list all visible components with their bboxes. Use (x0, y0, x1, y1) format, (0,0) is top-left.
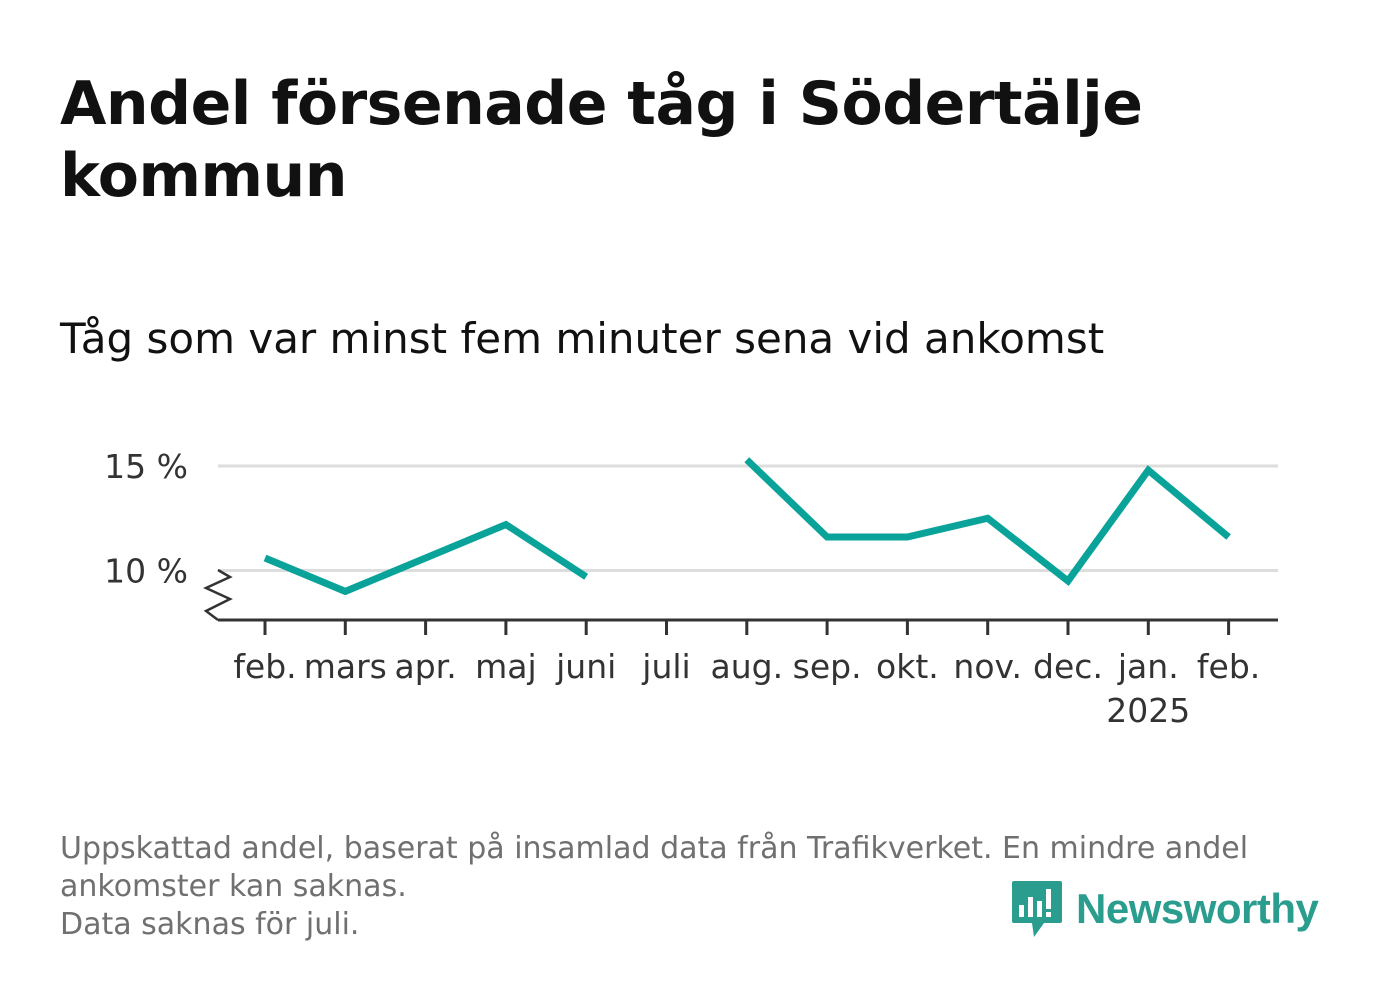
x-tick-label: dec. (1033, 647, 1103, 686)
data-point (502, 521, 509, 528)
x-tick-label: juli (641, 647, 690, 686)
x-tick-label: maj (475, 647, 537, 686)
chart-subtitle: Tåg som var minst fem minuter sena vid a… (60, 314, 1105, 363)
chart-title: Andel försenade tåg i Södertälje kommun (60, 69, 1143, 211)
data-point (824, 534, 831, 541)
footnote: Uppskattad andel, baserat på insamlad da… (60, 830, 1249, 944)
x-tick-label: aug. (711, 647, 784, 686)
x-tick-label: apr. (394, 647, 456, 686)
data-point (342, 588, 349, 595)
y-tick-label: 10 % (104, 552, 188, 591)
data-point (743, 456, 750, 463)
footnote-line: ankomster kan saknas. (60, 869, 407, 904)
data-point (1145, 467, 1152, 474)
x-tick-label: sep. (793, 647, 862, 686)
data-point (904, 534, 911, 541)
x-tick-label: nov. (953, 647, 1022, 686)
data-point (422, 554, 429, 561)
newsworthy-bar-chart-icon (1012, 881, 1062, 937)
y-tick-label: 15 % (104, 447, 188, 486)
newsworthy-wordmark: Newsworthy (1076, 885, 1319, 932)
series-line-segment (744, 457, 1231, 586)
data-point (984, 515, 991, 522)
footnote-line: Uppskattad andel, baserat på insamlad da… (60, 831, 1249, 866)
newsworthy-logo: Newsworthy (1010, 878, 1319, 940)
footnote-line: Data saknas för juli. (60, 907, 360, 942)
data-point (1225, 534, 1232, 541)
axis-break-mark (202, 568, 233, 621)
series-line-segment (263, 520, 589, 596)
line-chart: 10 %15 %feb. mars apr. maj juni juli aug. sep. o… (104, 447, 1278, 730)
x-year-label: 2025 (1106, 691, 1190, 730)
x-tick-label: okt. (876, 647, 939, 686)
x-tick-label: feb. (233, 647, 296, 686)
data-point (1065, 577, 1072, 584)
x-tick-label: jan. (1117, 647, 1179, 686)
x-tick-label: juni (555, 647, 616, 686)
x-tick-label: mars (304, 647, 387, 686)
data-point (262, 554, 269, 561)
x-tick-label: feb. (1197, 647, 1260, 686)
data-point (583, 573, 590, 580)
